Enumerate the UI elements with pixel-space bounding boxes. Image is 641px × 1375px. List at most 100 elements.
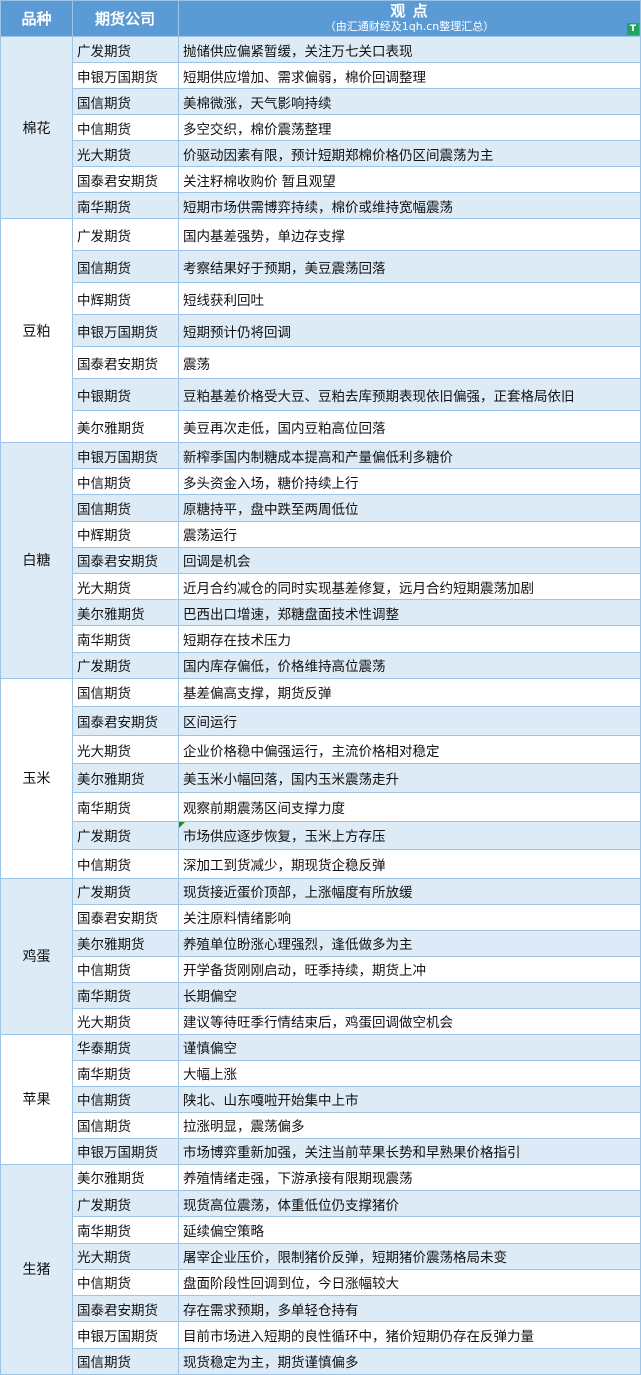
opinion-cell: 抛储供应偏紧暂缓，关注万七关口表现 xyxy=(178,36,641,63)
opinion-text: 短期预计仍将回调 xyxy=(183,324,291,341)
opinion-cell: 市场博弈重新加强，关注当前苹果长势和早熟果价格指引 xyxy=(178,1137,641,1165)
company-cell: 申银万国期货 xyxy=(72,314,179,347)
filter-icon[interactable]: T xyxy=(627,23,639,35)
table-row: 中信期货 多空交织，棉价震荡整理 xyxy=(1,114,641,141)
company-cell: 国信期货 xyxy=(72,677,179,708)
opinion-text: 短期供应增加、需求偏弱，棉价回调整理 xyxy=(183,69,426,86)
opinion-cell: 拉涨明显，震荡偏多 xyxy=(178,1111,641,1139)
company-cell: 中信期货 xyxy=(72,955,179,983)
company-cell: 国泰君安期货 xyxy=(72,546,179,574)
opinion-text: 多头资金入场，糖价持续上行 xyxy=(183,475,359,492)
company-cell: 申银万国期货 xyxy=(72,441,179,470)
opinion-text: 区间运行 xyxy=(183,715,237,732)
company-cell: 国泰君安期货 xyxy=(72,346,179,379)
company-cell: 华泰期货 xyxy=(72,1033,179,1061)
table-row: 申银万国期货 短期预计仍将回调 xyxy=(1,314,641,347)
opinion-text: 美玉米小幅回落，国内玉米震荡走升 xyxy=(183,772,399,789)
opinion-text: 深加工到货减少，期现货企稳反弹 xyxy=(183,858,386,875)
opinion-text: 美棉微涨，天气影响持续 xyxy=(183,95,332,112)
opinion-text: 养殖单位盼涨心理强烈，逢低做多为主 xyxy=(183,937,413,954)
variety-cell: 白糖 xyxy=(0,442,73,679)
table-row: 南华期货 长期偏空 xyxy=(1,981,641,1009)
opinion-text: 市场博弈重新加强，关注当前苹果长势和早熟果价格指引 xyxy=(183,1145,521,1162)
table-row: 广发期货 市场供应逐步恢复，玉米上方存压 xyxy=(1,820,641,851)
table-row: 国泰君安期货 区间运行 xyxy=(1,706,641,736)
table-row: 南华期货 大幅上涨 xyxy=(1,1059,641,1087)
company-cell: 南华期货 xyxy=(72,625,179,653)
opinion-cell: 延续偏空策略 xyxy=(178,1216,641,1244)
header-row: 品种 期货公司 观 点 （由汇通财经及1qh.cn整理汇总） T xyxy=(0,0,641,37)
table-row: 美尔雅期货 养殖单位盼涨心理强烈，逢低做多为主 xyxy=(1,929,641,957)
table-row: 中信期货 深加工到货减少，期现货企稳反弹 xyxy=(1,849,641,879)
company-cell: 国信期货 xyxy=(72,88,179,115)
table-row: 南华期货 观察前期震荡区间支撑力度 xyxy=(1,792,641,822)
company-cell: 国泰君安期货 xyxy=(72,166,179,193)
table-row: 光大期货 价驱动因素有限，预计短期郑棉价格仍区间震荡为主 xyxy=(1,140,641,167)
header-opinion[interactable]: 观 点 （由汇通财经及1qh.cn整理汇总） T xyxy=(178,0,641,37)
opinion-cell: 豆粕基差价格受大豆、豆粕去库预期表现依旧偏强，正套格局依旧 xyxy=(178,378,641,411)
table-row: 豆粕 广发期货 国内基差强势，单边存支撑 xyxy=(0,218,641,443)
opinion-text: 盘面阶段性回调到位，今日涨幅较大 xyxy=(183,1276,399,1293)
company-cell: 国泰君安期货 xyxy=(72,1295,179,1323)
company-cell: 中辉期货 xyxy=(72,520,179,548)
table-row: 苹果 华泰期货 谨慎偏空 xyxy=(0,1033,641,1165)
opinion-text: 建议等待旺季行情结束后，鸡蛋回调做空机会 xyxy=(183,1015,453,1032)
table-row: 中辉期货 震荡运行 xyxy=(1,520,641,548)
company-cell: 广发期货 xyxy=(72,820,179,851)
opinion-text: 企业价格稳中偏强运行，主流价格相对稳定 xyxy=(183,743,440,760)
table-row: 国泰君安期货 存在需求预期，多单轻仓持有 xyxy=(1,1295,641,1323)
opinion-cell: 谨慎偏空 xyxy=(178,1033,641,1061)
opinion-text: 原糖持平，盘中跌至两周低位 xyxy=(183,501,359,518)
company-cell: 南华期货 xyxy=(72,981,179,1009)
table-row: 棉花 广发期货 抛储供应偏紧暂缓，关注万七关口表现 xyxy=(0,36,641,219)
company-cell: 中银期货 xyxy=(72,378,179,411)
opinion-cell: 美玉米小幅回落，国内玉米震荡走升 xyxy=(178,763,641,794)
opinion-cell: 市场供应逐步恢复，玉米上方存压 xyxy=(178,820,641,851)
opinion-text: 国内基差强势，单边存支撑 xyxy=(183,228,345,245)
comment-indicator-icon[interactable] xyxy=(179,822,185,828)
opinion-cell: 目前市场进入短期的良性循环中，猪价短期仍存在反弹力量 xyxy=(178,1321,641,1349)
header-company[interactable]: 期货公司 xyxy=(72,0,179,37)
opinion-text: 谨慎偏空 xyxy=(183,1041,237,1058)
opinion-cell: 震荡 xyxy=(178,346,641,379)
opinion-cell: 短期存在技术压力 xyxy=(178,625,641,653)
opinion-text: 大幅上涨 xyxy=(183,1067,237,1084)
opinion-text: 震荡 xyxy=(183,356,210,373)
company-cell: 中信期货 xyxy=(72,468,179,496)
opinion-cell: 国内库存偏低，价格维持高位震荡 xyxy=(178,651,641,679)
opinion-cell: 震荡运行 xyxy=(178,520,641,548)
company-cell: 中信期货 xyxy=(72,1268,179,1297)
variety-cell: 苹果 xyxy=(0,1033,73,1165)
header-variety[interactable]: 品种 xyxy=(0,0,73,37)
opinion-text: 目前市场进入短期的良性循环中，猪价短期仍存在反弹力量 xyxy=(183,1328,534,1345)
opinion-cell: 开学备货刚刚启动，旺季持续，期货上冲 xyxy=(178,955,641,983)
table-row: 广发期货 现货高位震荡，体重低位仍支撑猪价 xyxy=(1,1190,641,1218)
opinion-cell: 短期预计仍将回调 xyxy=(178,314,641,347)
table-row: 南华期货 延续偏空策略 xyxy=(1,1216,641,1244)
table-row: 光大期货 屠宰企业压价，限制猪价反弹，短期猪价震荡格局未变 xyxy=(1,1242,641,1270)
company-cell: 美尔雅期货 xyxy=(72,763,179,794)
table-row: 国泰君安期货 震荡 xyxy=(1,346,641,379)
opinion-cell: 现货高位震荡，体重低位仍支撑猪价 xyxy=(178,1190,641,1218)
table-row: 广发期货 国内库存偏低，价格维持高位震荡 xyxy=(1,651,641,679)
opinion-text: 短期存在技术压力 xyxy=(183,632,291,649)
table-row: 美尔雅期货 巴西出口增速，郑糖盘面技术性调整 xyxy=(1,599,641,627)
opinion-cell: 现货接近蛋价顶部，上涨幅度有所放缓 xyxy=(178,877,641,905)
table-row: 南华期货 短期存在技术压力 xyxy=(1,625,641,653)
table-row: 国泰君安期货 关注籽棉收购价 暂且观望 xyxy=(1,166,641,193)
opinion-cell: 存在需求预期，多单轻仓持有 xyxy=(178,1295,641,1323)
opinion-text: 屠宰企业压价，限制猪价反弹，短期猪价震荡格局未变 xyxy=(183,1250,507,1267)
company-cell: 中信期货 xyxy=(72,1085,179,1113)
opinion-cell: 观察前期震荡区间支撑力度 xyxy=(178,792,641,822)
opinion-text: 近月合约减仓的同时实现基差修复，远月合约短期震荡加剧 xyxy=(183,580,534,597)
opinion-cell: 回调是机会 xyxy=(178,546,641,574)
opinion-text: 震荡运行 xyxy=(183,528,237,545)
opinion-text: 存在需求预期，多单轻仓持有 xyxy=(183,1302,359,1319)
opinion-text: 抛储供应偏紧暂缓，关注万七关口表现 xyxy=(183,43,413,60)
table-row: 中信期货 盘面阶段性回调到位，今日涨幅较大 xyxy=(1,1268,641,1297)
opinion-cell: 美棉微涨，天气影响持续 xyxy=(178,88,641,115)
company-cell: 光大期货 xyxy=(72,734,179,765)
company-cell: 美尔雅期货 xyxy=(72,599,179,627)
opinion-text: 现货稳定为主，期货谨慎偏多 xyxy=(183,1355,359,1372)
